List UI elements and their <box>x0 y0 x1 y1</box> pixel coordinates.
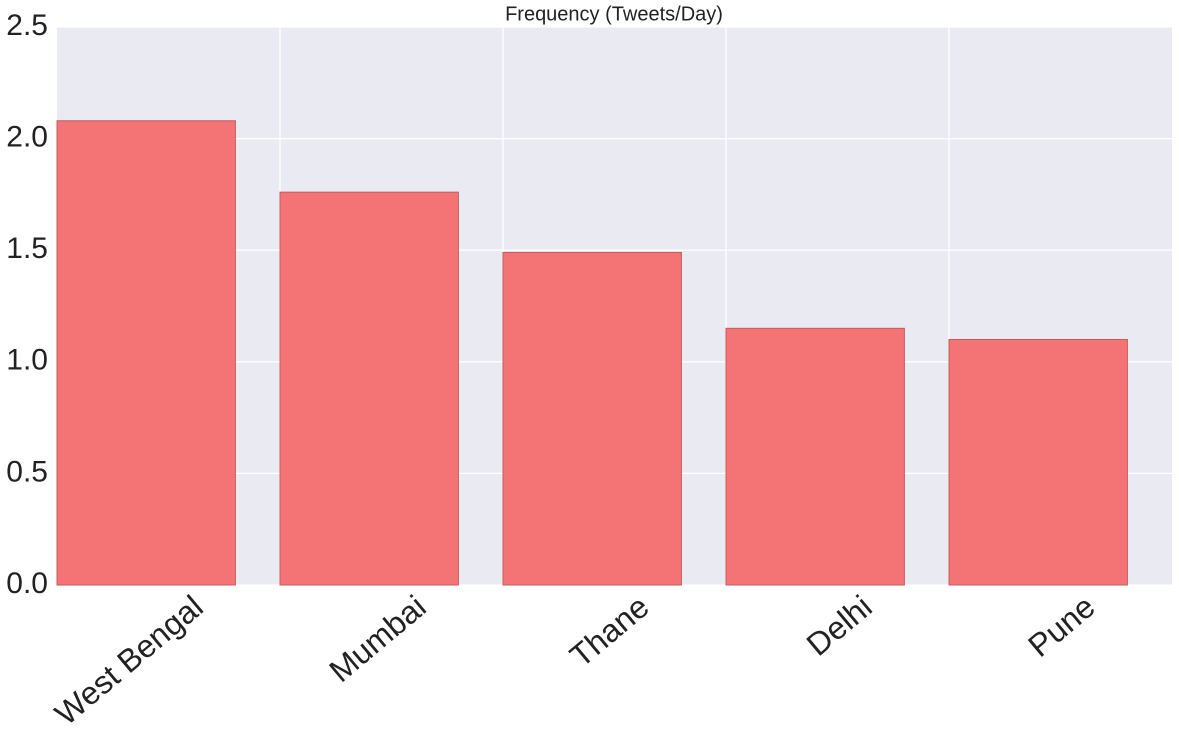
x-tick-label: Thane <box>563 588 656 674</box>
y-tick-label: 0.0 <box>6 567 48 600</box>
x-tick-label: Mumbai <box>322 588 432 689</box>
x-tick-label: Pune <box>1021 588 1101 664</box>
bar <box>948 338 1128 586</box>
bar <box>725 327 905 586</box>
bar <box>56 120 236 586</box>
y-tick-label: 1.5 <box>6 232 48 265</box>
y-tick-label: 2.5 <box>6 9 48 42</box>
bar <box>502 251 682 586</box>
chart-title: Frequency (Tweets/Day) <box>505 3 723 25</box>
y-tick-label: 1.0 <box>6 344 48 377</box>
x-tick-label: West Bengal <box>48 588 210 730</box>
x-tick-label: Delhi <box>800 588 879 662</box>
y-tick-label: 2.0 <box>6 121 48 154</box>
bar <box>279 191 459 586</box>
y-tick-label: 0.5 <box>6 455 48 488</box>
